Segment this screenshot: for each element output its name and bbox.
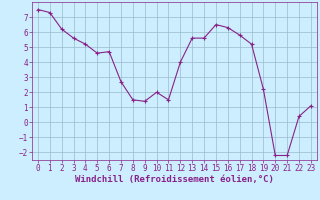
X-axis label: Windchill (Refroidissement éolien,°C): Windchill (Refroidissement éolien,°C) [75,175,274,184]
